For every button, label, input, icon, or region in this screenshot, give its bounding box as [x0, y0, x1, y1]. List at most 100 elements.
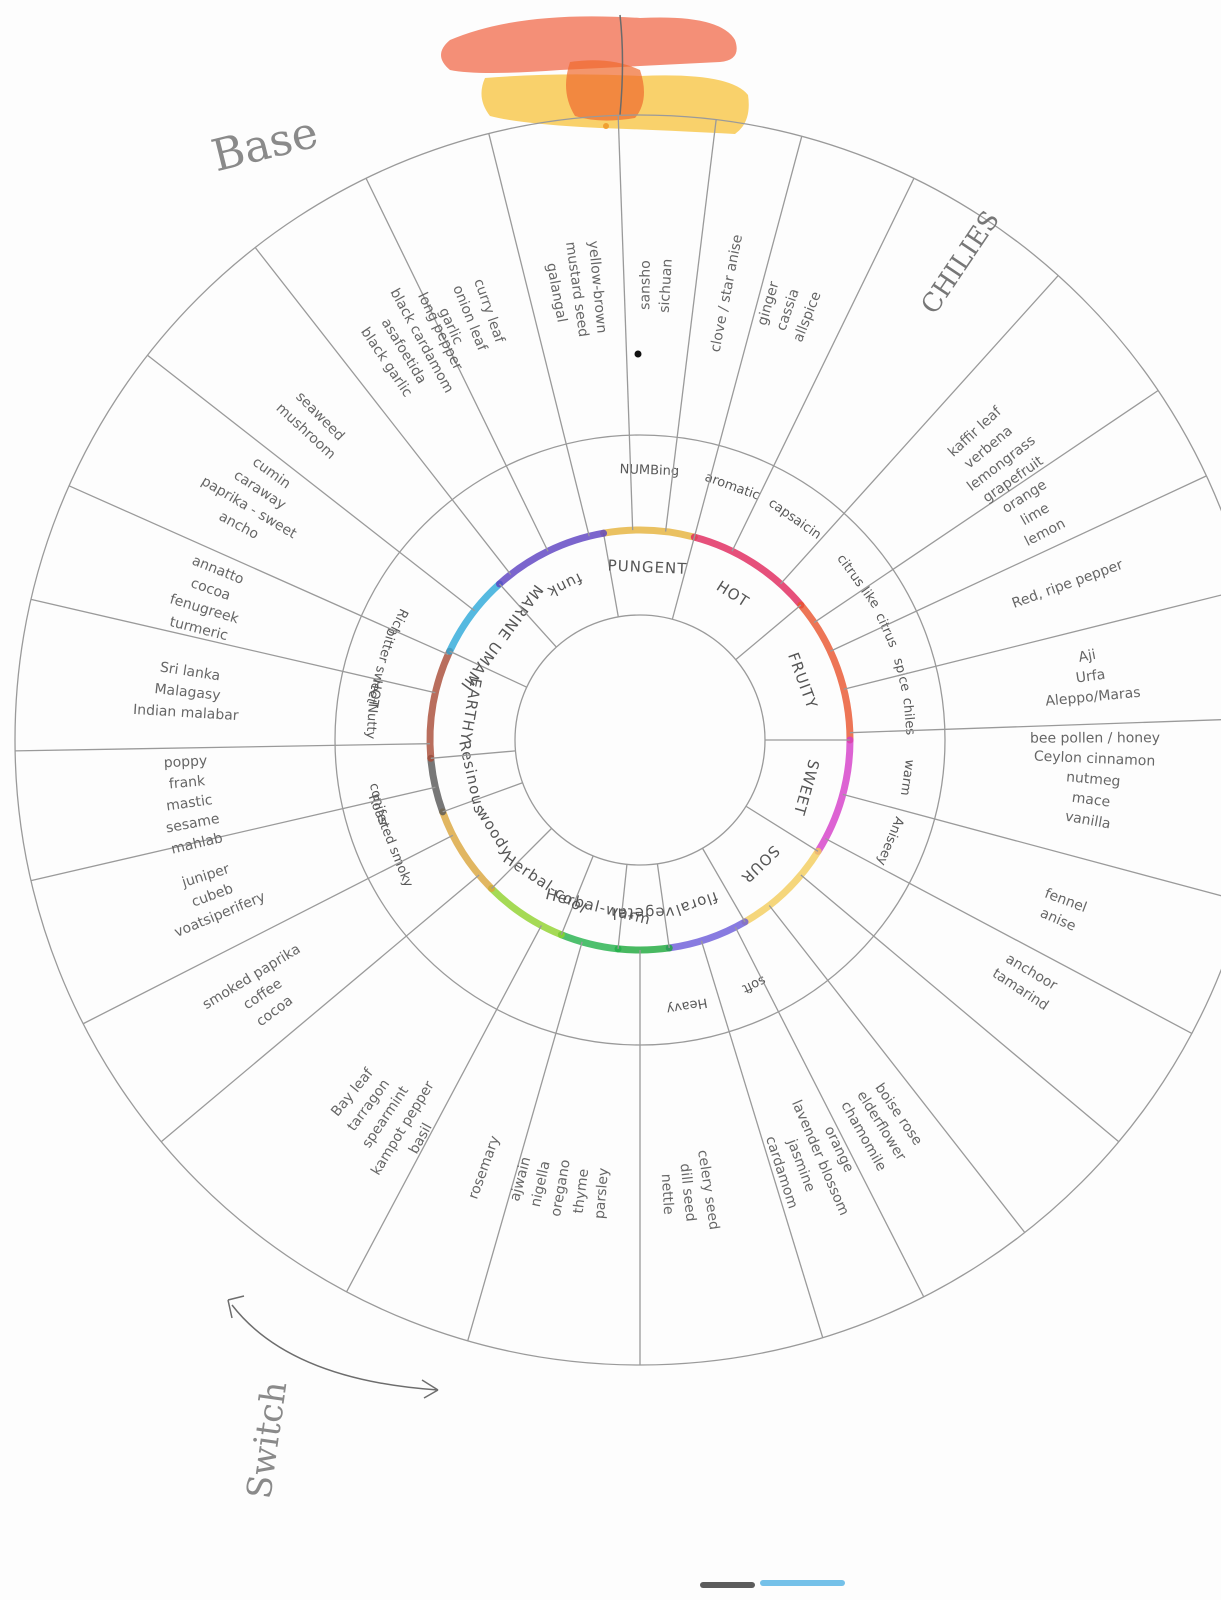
subcategory-label: Heavy: [665, 994, 708, 1016]
spice-label: Aji: [1077, 647, 1097, 666]
spice-label: nettle: [658, 1173, 676, 1215]
spice-label: mastic: [165, 792, 213, 814]
category-label: FRUITY: [784, 650, 821, 711]
category-divider: [449, 650, 527, 688]
category-label: MARINE UMAMI: [457, 581, 547, 694]
segment-divider: [843, 594, 1221, 690]
category-color-arc: [600, 526, 698, 541]
category-color-arc: [426, 647, 454, 762]
segment-divider: [346, 925, 542, 1293]
spice-label: thyme: [571, 1168, 593, 1215]
spice-label: rosemary: [466, 1134, 504, 1202]
base-note: Base: [207, 107, 323, 182]
category-color-arc: [439, 808, 496, 892]
segment-divider: [700, 940, 824, 1338]
category-color-arc: [557, 931, 622, 953]
spice-segment: rosemary: [466, 1134, 504, 1202]
segment-divider: [30, 786, 436, 882]
inner-ring: [514, 614, 766, 866]
segment-divider: [160, 874, 480, 1143]
category-divider: [430, 750, 516, 759]
category-divider: [745, 805, 819, 852]
spice-label: vanilla: [1064, 809, 1112, 833]
spice-label: bee pollen / honey: [1030, 730, 1160, 746]
spice-segment: sansho sichuan: [637, 258, 675, 313]
segment-divider: [467, 941, 583, 1341]
segment-divider: [849, 719, 1221, 734]
category-label: HOT: [713, 577, 752, 611]
spice-label: mace: [1071, 790, 1111, 811]
switch-note: Switch: [239, 1379, 295, 1501]
segment-divider: [768, 905, 1026, 1233]
category-divider: [671, 536, 695, 620]
subcategory-label: HOT: [365, 678, 385, 708]
category-label: Resinous: [455, 739, 489, 816]
segment-divider: [825, 838, 1193, 1034]
segment-divider: [30, 598, 436, 694]
subcategory-label: bitter sweet: [363, 626, 399, 705]
category-color-arc: [446, 580, 503, 655]
segment-divider: [82, 834, 454, 1025]
spice-label: clove / star anise: [708, 233, 747, 353]
segment-divider: [731, 177, 915, 552]
segment-divider: [780, 275, 1059, 585]
spice-label: poppy: [163, 753, 207, 771]
segment-divider: [800, 874, 1120, 1143]
category-color-arc: [488, 884, 565, 939]
category-divider: [442, 782, 523, 813]
spice-label: Indian malabar: [133, 702, 240, 724]
segment-divider: [15, 743, 431, 752]
spice-label: galangal: [543, 262, 570, 324]
category-label: vegetal: [611, 903, 674, 922]
spice-label: parsley: [592, 1167, 612, 1219]
spice-label: Ceylon cinnamon: [1034, 749, 1156, 770]
subcategory-label: chiles: [899, 697, 917, 736]
spice-segment: CHILIES: [916, 206, 1006, 320]
subcategory-label: Rich: [385, 606, 411, 638]
category-divider: [701, 847, 746, 923]
pencil-dot: [634, 350, 642, 358]
subcategory-label: NUMBing: [619, 462, 679, 479]
category-color-arc: [741, 847, 822, 926]
watercolor-swatch: [441, 14, 749, 134]
category-divider: [617, 864, 628, 949]
category-color-arc: [797, 601, 854, 744]
segment-divider: [365, 177, 549, 552]
category-divider: [602, 533, 619, 618]
category-divider: [498, 583, 557, 648]
spice-label: Aleppo/Maras: [1045, 685, 1142, 710]
category-color-arc: [690, 533, 805, 609]
category-color-arc: [814, 736, 854, 855]
spice-label: sichuan: [657, 258, 676, 313]
category-label: SWEET: [790, 758, 823, 818]
spice-label: Sri lanka: [159, 660, 221, 685]
segment-divider: [664, 119, 717, 532]
segment-divider: [813, 389, 1159, 624]
switch-arrow-icon: [227, 1295, 439, 1399]
spice-label: sansho: [637, 260, 654, 310]
segment-divider: [842, 793, 1221, 897]
bottom-color-marks: [700, 1580, 845, 1588]
category-label: PUNGENT: [607, 556, 687, 577]
category-divider: [560, 855, 594, 935]
segment-divider: [617, 115, 634, 531]
segment-divider: [254, 247, 512, 575]
category-divider: [491, 827, 553, 889]
segment-divider: [147, 354, 475, 612]
category-label: SOUR: [737, 842, 783, 887]
